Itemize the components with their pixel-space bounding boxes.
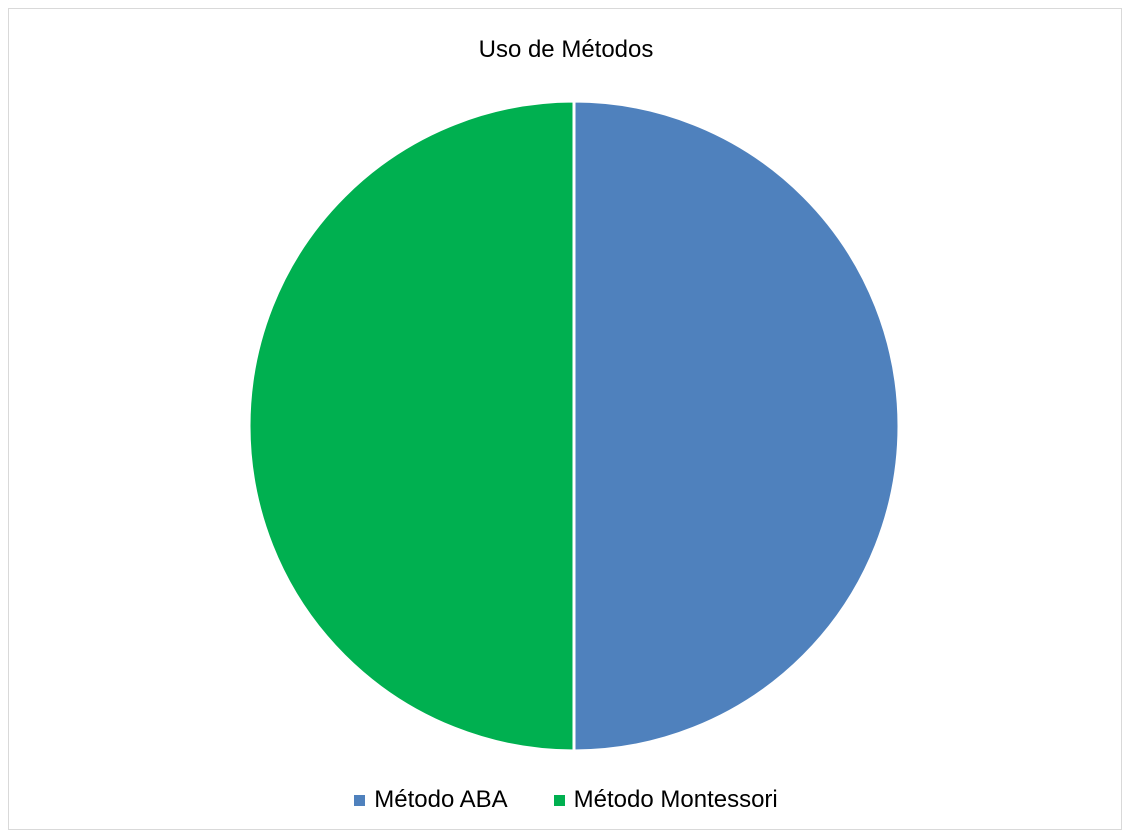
legend-swatch [553, 794, 565, 806]
legend-label: Método ABA [374, 786, 508, 813]
chart-title: Uso de Métodos [478, 36, 654, 63]
legend-swatch [354, 794, 366, 806]
chart-legend: Método ABA Método Montessori [0, 788, 1132, 812]
legend-item: Método ABA [354, 786, 508, 813]
legend-label: Método Montessori [573, 786, 778, 813]
pie-slice-m-todo-aba [572, 99, 901, 753]
legend-item: Método Montessori [553, 786, 778, 813]
pie-slice-m-todo-montessori [247, 99, 576, 753]
